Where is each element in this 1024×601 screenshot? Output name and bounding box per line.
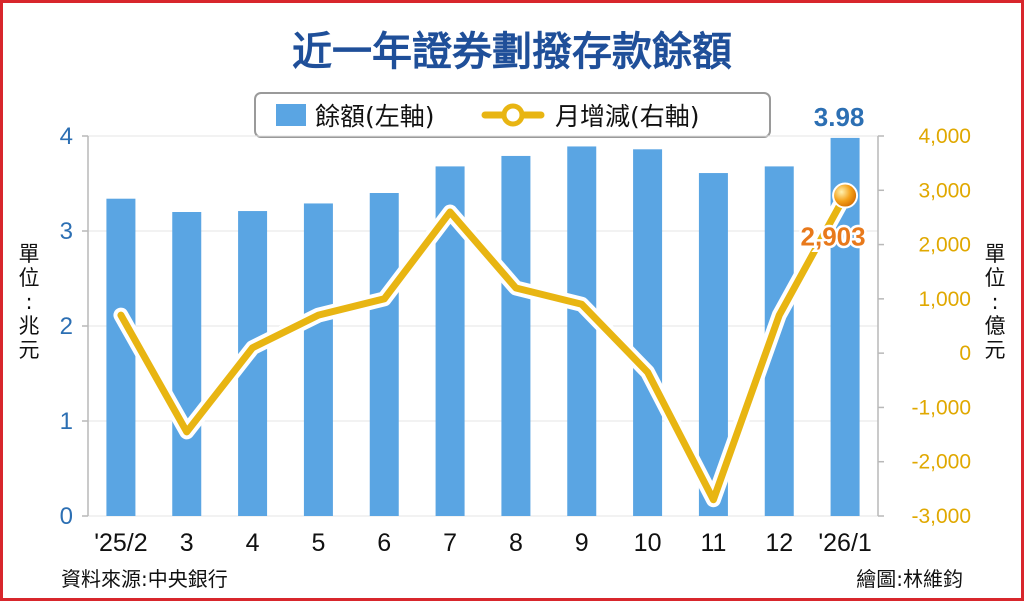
left-tick-label: 1 bbox=[60, 408, 73, 435]
unit-char: 位 bbox=[985, 266, 1006, 290]
x-axis-ticks: '25/2 3 4 5 6 7 8 9 10 11 12 '26/1 bbox=[94, 529, 872, 557]
right-axis-unit: 單位:億元 bbox=[985, 242, 1006, 362]
right-tick-label: -2,000 bbox=[911, 451, 971, 474]
right-tick-label: 3,000 bbox=[918, 179, 971, 202]
bar bbox=[369, 193, 399, 516]
unit-char: : bbox=[991, 290, 998, 314]
legend-bar-swatch bbox=[276, 104, 306, 126]
left-tick-label: 4 bbox=[60, 123, 73, 150]
last-point-marker bbox=[832, 182, 859, 209]
unit-char: 位 bbox=[19, 266, 40, 290]
unit-char: 元 bbox=[19, 338, 40, 362]
left-axis-unit: 單位:兆元 bbox=[19, 242, 40, 362]
right-tick-label: 2,000 bbox=[918, 234, 971, 257]
x-tick-label: 5 bbox=[311, 529, 325, 557]
x-tick-label: '26/1 bbox=[818, 529, 871, 557]
x-tick-label: 8 bbox=[509, 529, 523, 557]
source-note: 資料來源:中央銀行 bbox=[61, 567, 228, 591]
bar bbox=[567, 146, 597, 516]
last-bar-value-label: 3.98 bbox=[814, 102, 865, 132]
right-tick-label: 0 bbox=[959, 342, 971, 365]
bar bbox=[633, 149, 663, 517]
bar bbox=[106, 198, 136, 516]
right-axis-ticks: -3,000 -2,000 -1,000 0 1,000 2,000 3,000 4,000 bbox=[878, 125, 971, 528]
x-tick-label: 11 bbox=[700, 529, 726, 557]
legend: 餘額(左軸) 月增減(右軸) bbox=[254, 92, 771, 138]
legend-bar-label: 餘額(左軸) bbox=[315, 102, 435, 131]
unit-char: 單 bbox=[19, 242, 40, 266]
right-tick-label: -3,000 bbox=[911, 505, 971, 528]
x-tick-label: 7 bbox=[443, 529, 457, 557]
x-tick-label: 10 bbox=[634, 529, 662, 557]
left-tick-label: 2 bbox=[60, 313, 73, 340]
left-tick-label: 3 bbox=[60, 218, 73, 245]
left-axis-ticks: 0 1 2 3 4 bbox=[60, 123, 88, 530]
x-tick-label: 3 bbox=[180, 529, 194, 557]
change-line bbox=[113, 182, 859, 508]
bar bbox=[172, 212, 202, 516]
legend-line-label: 月增減(右軸) bbox=[555, 102, 700, 131]
unit-char: 億 bbox=[985, 314, 1006, 338]
x-tick-label: 12 bbox=[765, 529, 793, 557]
unit-char: 兆 bbox=[19, 314, 40, 338]
right-tick-label: 1,000 bbox=[918, 288, 971, 311]
bar bbox=[501, 155, 531, 516]
change-line-halo bbox=[113, 188, 853, 508]
right-tick-label: 4,000 bbox=[918, 125, 971, 148]
bars bbox=[106, 137, 860, 517]
chart-title: 近一年證券劃撥存款餘額 bbox=[292, 29, 732, 75]
x-tick-label: 9 bbox=[575, 529, 589, 557]
unit-char: : bbox=[25, 290, 32, 314]
bar bbox=[303, 203, 333, 516]
legend-line-marker bbox=[501, 103, 525, 127]
x-tick-label: '25/2 bbox=[94, 529, 147, 557]
credit-note: 繪圖:林維鈞 bbox=[856, 567, 963, 591]
last-point-value-label: 2,903 bbox=[801, 222, 866, 252]
unit-char: 單 bbox=[985, 242, 1006, 266]
x-tick-label: 6 bbox=[377, 529, 391, 557]
change-line-path bbox=[117, 192, 849, 504]
gridlines bbox=[88, 135, 878, 517]
x-tick-label: 4 bbox=[246, 529, 260, 557]
unit-char: 元 bbox=[985, 338, 1006, 362]
right-tick-label: -1,000 bbox=[911, 396, 971, 419]
left-tick-label: 0 bbox=[60, 503, 73, 530]
